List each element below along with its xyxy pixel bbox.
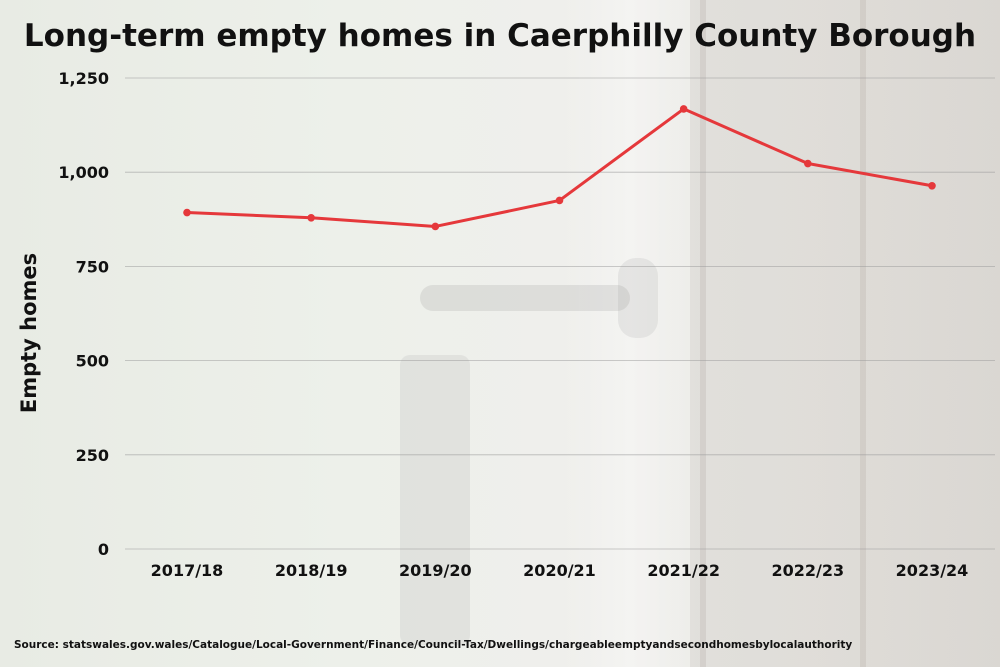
x-tick-label: 2019/20 [399, 561, 472, 580]
y-tick-label: 500 [76, 352, 109, 371]
y-tick-label: 0 [98, 540, 109, 559]
y-tick-label: 250 [76, 446, 109, 465]
source-note: Source: statswales.gov.wales/Catalogue/L… [14, 639, 852, 651]
x-tick-label: 2023/24 [896, 561, 969, 580]
background-door-edge [860, 0, 866, 667]
x-tick-label: 2017/18 [151, 561, 224, 580]
data-point [555, 196, 564, 205]
y-axis-ticks: 0 250 500 750 1,000 1,250 [58, 69, 109, 559]
background-door-frame [690, 0, 1000, 667]
y-tick-label: 1,000 [58, 163, 109, 182]
background-door-edge [700, 0, 706, 667]
series-line [186, 107, 933, 228]
x-tick-label: 2022/23 [772, 561, 845, 580]
chart-title: Long-term empty homes in Caerphilly Coun… [24, 18, 976, 54]
data-point [679, 105, 688, 113]
data-point [928, 181, 936, 190]
x-tick-label: 2021/22 [647, 561, 720, 580]
background-door-handle [420, 285, 630, 311]
background-key [400, 355, 470, 645]
x-tick-label: 2018/19 [275, 561, 348, 580]
y-tick-label: 750 [76, 257, 109, 276]
data-point [183, 208, 191, 217]
x-axis-ticks: 2017/18 2018/19 2019/20 2020/21 2021/22 2022/… [151, 561, 969, 580]
y-tick-label: 1,250 [58, 69, 109, 88]
data-point [431, 222, 440, 231]
y-axis-label: Empty homes [17, 253, 41, 413]
background-door-light [560, 0, 700, 667]
data-point [804, 159, 812, 168]
data-point [307, 213, 315, 222]
background-handle-base [618, 258, 658, 338]
series [183, 105, 936, 231]
grid [125, 77, 995, 550]
x-tick-label: 2020/21 [523, 561, 596, 580]
